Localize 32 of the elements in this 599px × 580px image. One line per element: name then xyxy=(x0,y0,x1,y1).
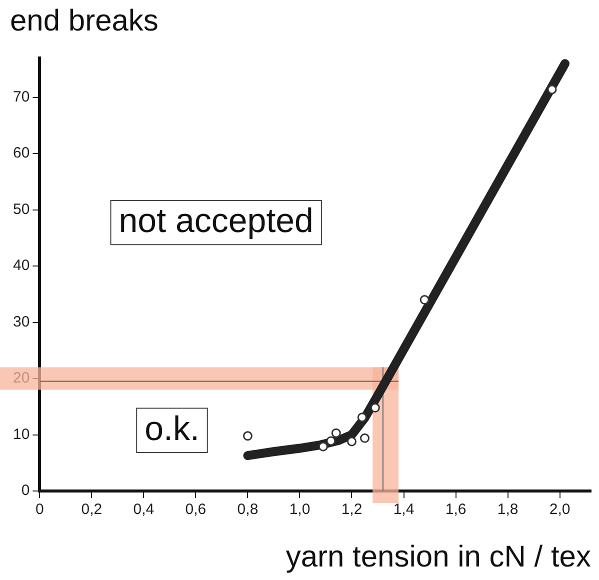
y-tick-label: 40 xyxy=(12,257,30,274)
y-tick-label: 10 xyxy=(12,426,30,443)
point xyxy=(360,433,370,443)
point xyxy=(357,412,367,422)
x-axis-title: yarn tension in cN / tex xyxy=(286,540,591,574)
annotation: o.k. xyxy=(144,410,200,448)
point xyxy=(242,431,252,441)
y-tick-label: 50 xyxy=(12,200,30,218)
x-tick-label: 0 xyxy=(36,501,44,518)
x-tick-label: 0,2 xyxy=(81,501,102,518)
point xyxy=(326,436,336,446)
point xyxy=(370,403,380,413)
point xyxy=(420,295,430,305)
point xyxy=(547,84,557,94)
x-tick-label: 1,0 xyxy=(289,501,310,518)
chart-title: end breaks xyxy=(10,4,158,38)
x-tick-label: 1,2 xyxy=(341,501,362,518)
x-tick-label: 0,6 xyxy=(185,501,206,518)
x-tick-label: 2,0 xyxy=(549,501,570,518)
point xyxy=(331,428,341,438)
x-tick-label: 1,8 xyxy=(497,501,518,518)
point xyxy=(347,436,356,446)
y-tick-label: 30 xyxy=(12,313,30,330)
x-tick-label: 0,8 xyxy=(237,501,258,518)
y-tick-label: 60 xyxy=(12,144,30,162)
point xyxy=(318,442,328,452)
x-tick-label: 0,4 xyxy=(133,501,154,518)
y-tick-label: 70 xyxy=(12,88,30,106)
x-tick-label: 1,4 xyxy=(393,501,414,518)
x-tick-label: 1,6 xyxy=(445,501,466,518)
annotation: not accepted xyxy=(118,202,314,240)
y-tick-label: 0 xyxy=(21,482,30,500)
